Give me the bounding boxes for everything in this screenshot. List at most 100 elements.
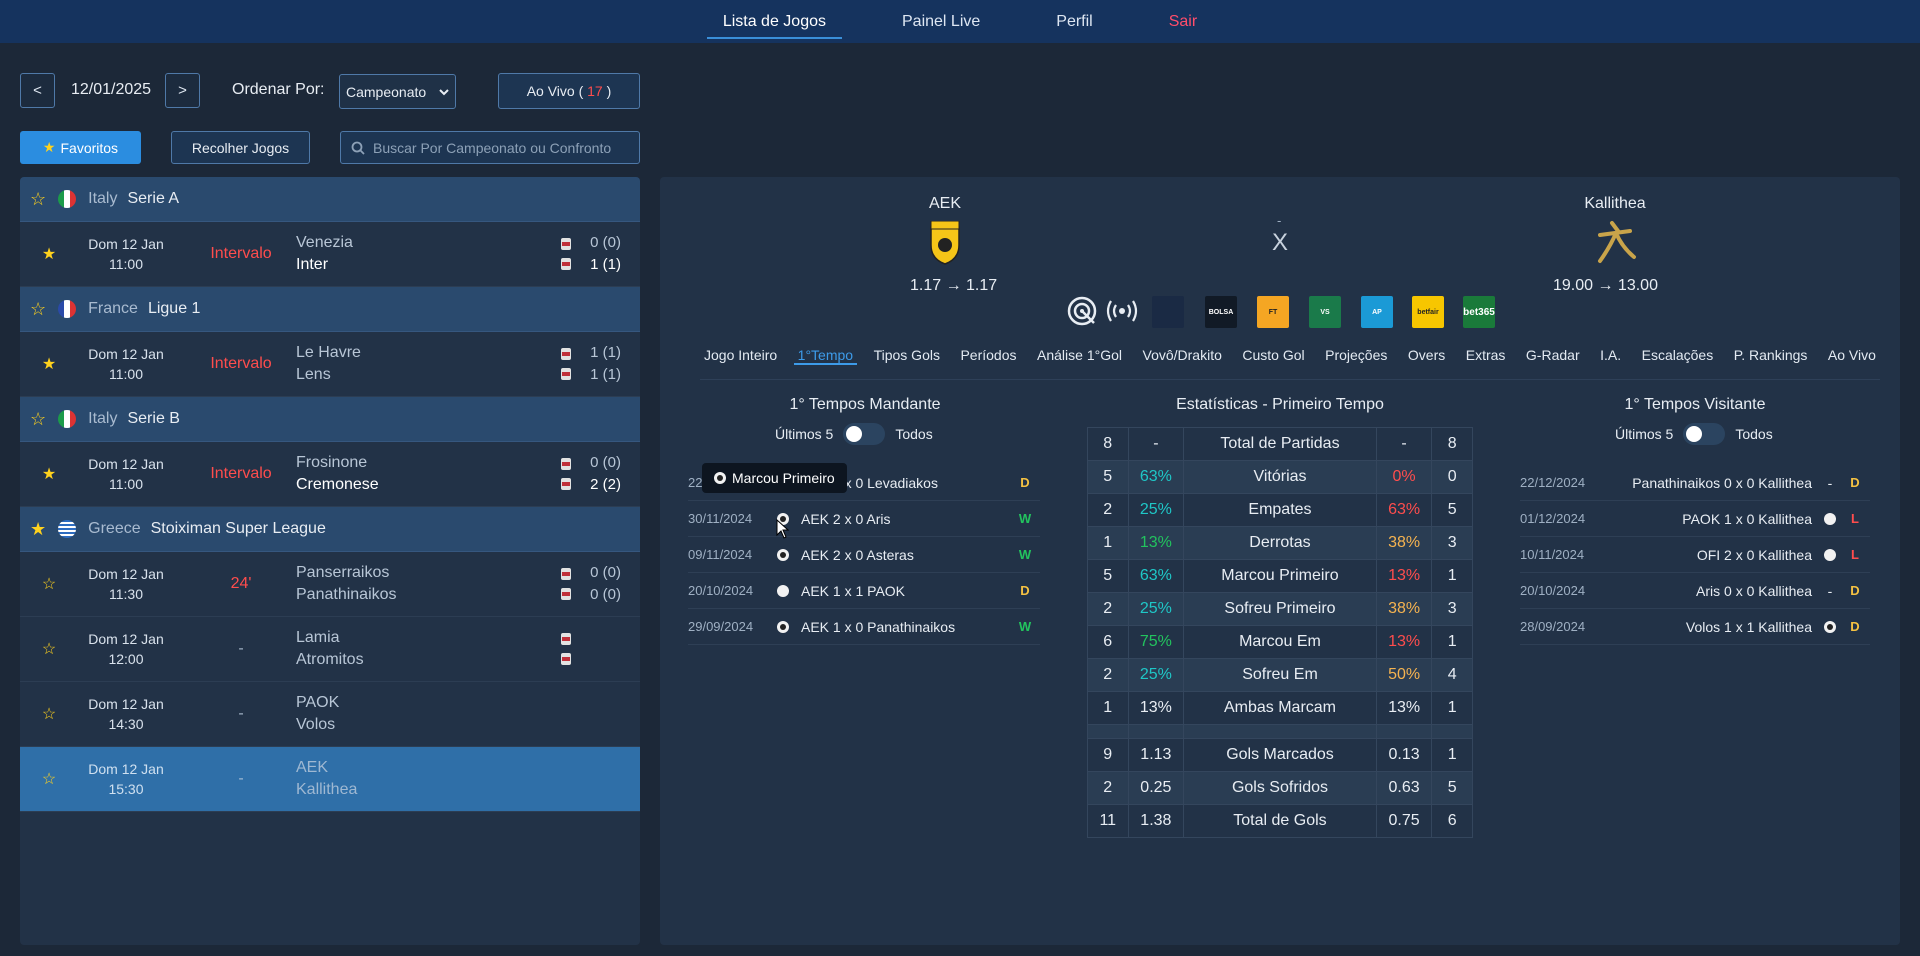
hist-icon [1820,548,1840,561]
nav-perfil[interactable]: Perfil [1056,12,1093,30]
tab-custo-gol[interactable]: Custo Gol [1242,347,1305,363]
stats-gap-cell [1375,724,1433,739]
tab-vov-drakito[interactable]: Vovô/Drakito [1142,347,1222,363]
tab-jogo-inteiro[interactable]: Jogo Inteiro [704,347,778,363]
star-icon[interactable]: ☆ [30,408,47,429]
match-row[interactable]: ★ Dom 12 Jan 11:00 Intervalo Frosinone Cremon… [20,442,640,507]
match-row[interactable]: ☆ Dom 12 Jan 15:30 - AEK Kallithea [20,747,640,812]
stats-cell-b: 25% [1127,592,1185,626]
betfair-icon[interactable]: betfair [1412,296,1444,328]
aposta-icon[interactable]: AP [1361,296,1393,328]
hist-row: 20/10/2024 AEK 1 x 1 PAOK D [688,573,1040,609]
match-row[interactable]: ★ Dom 12 Jan 11:00 Intervalo Le Havre Lens 1 (… [20,332,640,397]
star-icon[interactable]: ☆ [30,188,47,209]
star-icon[interactable]: ☆ [41,706,57,723]
tab-tipos-gols[interactable]: Tipos Gols [873,347,940,363]
search-icon [351,141,365,155]
hist-match: OFI 2 x 0 Kallithea [1696,546,1812,563]
ao-vivo-button[interactable]: Ao Vivo ( 17 ) [498,73,640,109]
match-teams: Frosinone Cremonese [296,452,556,496]
tab-i-a-[interactable]: I.A. [1600,347,1622,363]
star-icon[interactable]: ☆ [30,298,47,319]
versus-icon[interactable]: VS [1309,296,1341,328]
nav-sair[interactable]: Sair [1168,12,1198,30]
league-header[interactable]: ☆ Italy Serie B [20,397,640,442]
stats-cell-d: 5 [1431,771,1473,805]
stats-cell-b: 25% [1127,658,1185,692]
league-header[interactable]: ☆ Italy Serie A [20,177,640,222]
hist-date: 20/10/2024 [688,583,754,598]
tab-extras[interactable]: Extras [1465,347,1506,363]
match-time: 15:30 [108,781,144,797]
league-header[interactable]: ☆ France Ligue 1 [20,287,640,332]
star-icon[interactable]: ★ [30,518,47,539]
hist-date: 20/10/2024 [1520,583,1586,598]
nav-painel-live[interactable]: Painel Live [902,12,981,30]
stats-cell-label: Total de Gols [1183,804,1377,838]
match-row[interactable]: ☆ Dom 12 Jan 11:30 24' Panserraikos Panathina… [20,552,640,617]
next-day-button[interactable]: > [165,73,200,108]
broadcast-icon[interactable] [1106,295,1138,327]
match-teams: Le Havre Lens [296,342,556,386]
search-box[interactable]: Buscar Por Campeonato ou Confronto [340,131,640,164]
away-hist-list: 22/12/2024 Panathinaikos 0 x 0 Kallithea -… [1520,465,1870,645]
tab-ao-vivo[interactable]: Ao Vivo [1827,347,1876,363]
star-icon[interactable]: ★ [41,466,57,483]
bolsa-icon[interactable]: BOLSA [1205,296,1237,328]
tab-overs[interactable]: Overs [1407,347,1446,363]
match-row[interactable]: ★ Dom 12 Jan 11:00 Intervalo Venezia Inter 0 (… [20,222,640,287]
match-day: Dom 12 Jan [88,696,164,712]
order-select[interactable]: Campeonato [339,74,456,109]
recolher-jogos-button[interactable]: Recolher Jogos [171,131,310,164]
away-hist-switch[interactable] [1683,423,1726,445]
bet365-icon[interactable]: bet365 [1463,296,1495,328]
flag-icon [58,410,77,428]
match-day: Dom 12 Jan [88,456,164,472]
hist-icon: - [1827,582,1833,599]
analysis-tabs: Jogo Inteiro 1°Tempo Tipos Gols Períodos Aná… [700,347,1880,380]
star-icon[interactable]: ★ [41,246,57,263]
league-header[interactable]: ★ Greece Stoiximan Super League [20,507,640,552]
hist-match: AEK 2 x 0 Aris [801,510,891,527]
stats-cell-label: Derrotas [1183,526,1377,560]
league-country: Italy [88,410,118,427]
match-time: 11:00 [109,366,143,382]
tab-g-radar[interactable]: G-Radar [1525,347,1580,363]
tab-per-odos[interactable]: Períodos [960,347,1017,363]
stats-gap-cell [1087,724,1129,739]
star-icon[interactable]: ☆ [41,641,57,658]
home-team-name: PAOK [296,694,340,711]
away-score: 0 (0) [590,586,621,603]
match-scores: 0 (0) 2 (2) [576,452,621,496]
ball-icon [1824,548,1836,561]
star-icon[interactable]: ☆ [41,771,57,788]
tab-escala-es[interactable]: Escalações [1641,347,1714,363]
top-nav: Lista de Jogos Painel Live Perfil Sair [0,0,1920,43]
match-row[interactable]: ☆ Dom 12 Jan 14:30 - PAOK Volos [20,682,640,747]
search-input[interactable]: Buscar Por Campeonato ou Confronto [373,139,612,156]
match-day: Dom 12 Jan [88,761,164,777]
match-datetime: Dom 12 Jan 11:00 [66,344,186,384]
shirt-icon [561,368,571,380]
tab-p-rankings[interactable]: P. Rankings [1733,347,1808,363]
tab-proje-es[interactable]: Projeções [1325,347,1388,363]
star-icon[interactable]: ☆ [41,576,57,593]
star-icon[interactable]: ★ [41,356,57,373]
match-day: Dom 12 Jan [88,566,164,582]
match-status: - [238,770,244,787]
betsapi-icon[interactable] [1152,296,1184,328]
stats-cell-c: 13% [1375,691,1433,725]
radar-icon[interactable] [1066,295,1098,327]
tab-1-tempo[interactable]: 1°Tempo [793,347,858,365]
away-team-name: Kallithea [1584,195,1646,212]
match-row[interactable]: ☆ Dom 12 Jan 12:00 - Lamia Atromitos [20,617,640,682]
stats-row: 6 75% Marcou Em 13% 1 [1087,625,1473,659]
stats-cell-label: Marcou Primeiro [1183,559,1377,593]
home-hist-switch[interactable] [843,423,886,445]
favoritos-button[interactable]: ★ Favoritos [20,131,141,164]
nav-lista-de-jogos[interactable]: Lista de Jogos [706,7,843,39]
fulltime-icon[interactable]: FT [1257,296,1289,328]
tab-an-lise-1-gol[interactable]: Análise 1°Gol [1037,347,1122,363]
prev-day-button[interactable]: < [20,73,55,108]
stats-cell-d: 6 [1431,804,1473,838]
